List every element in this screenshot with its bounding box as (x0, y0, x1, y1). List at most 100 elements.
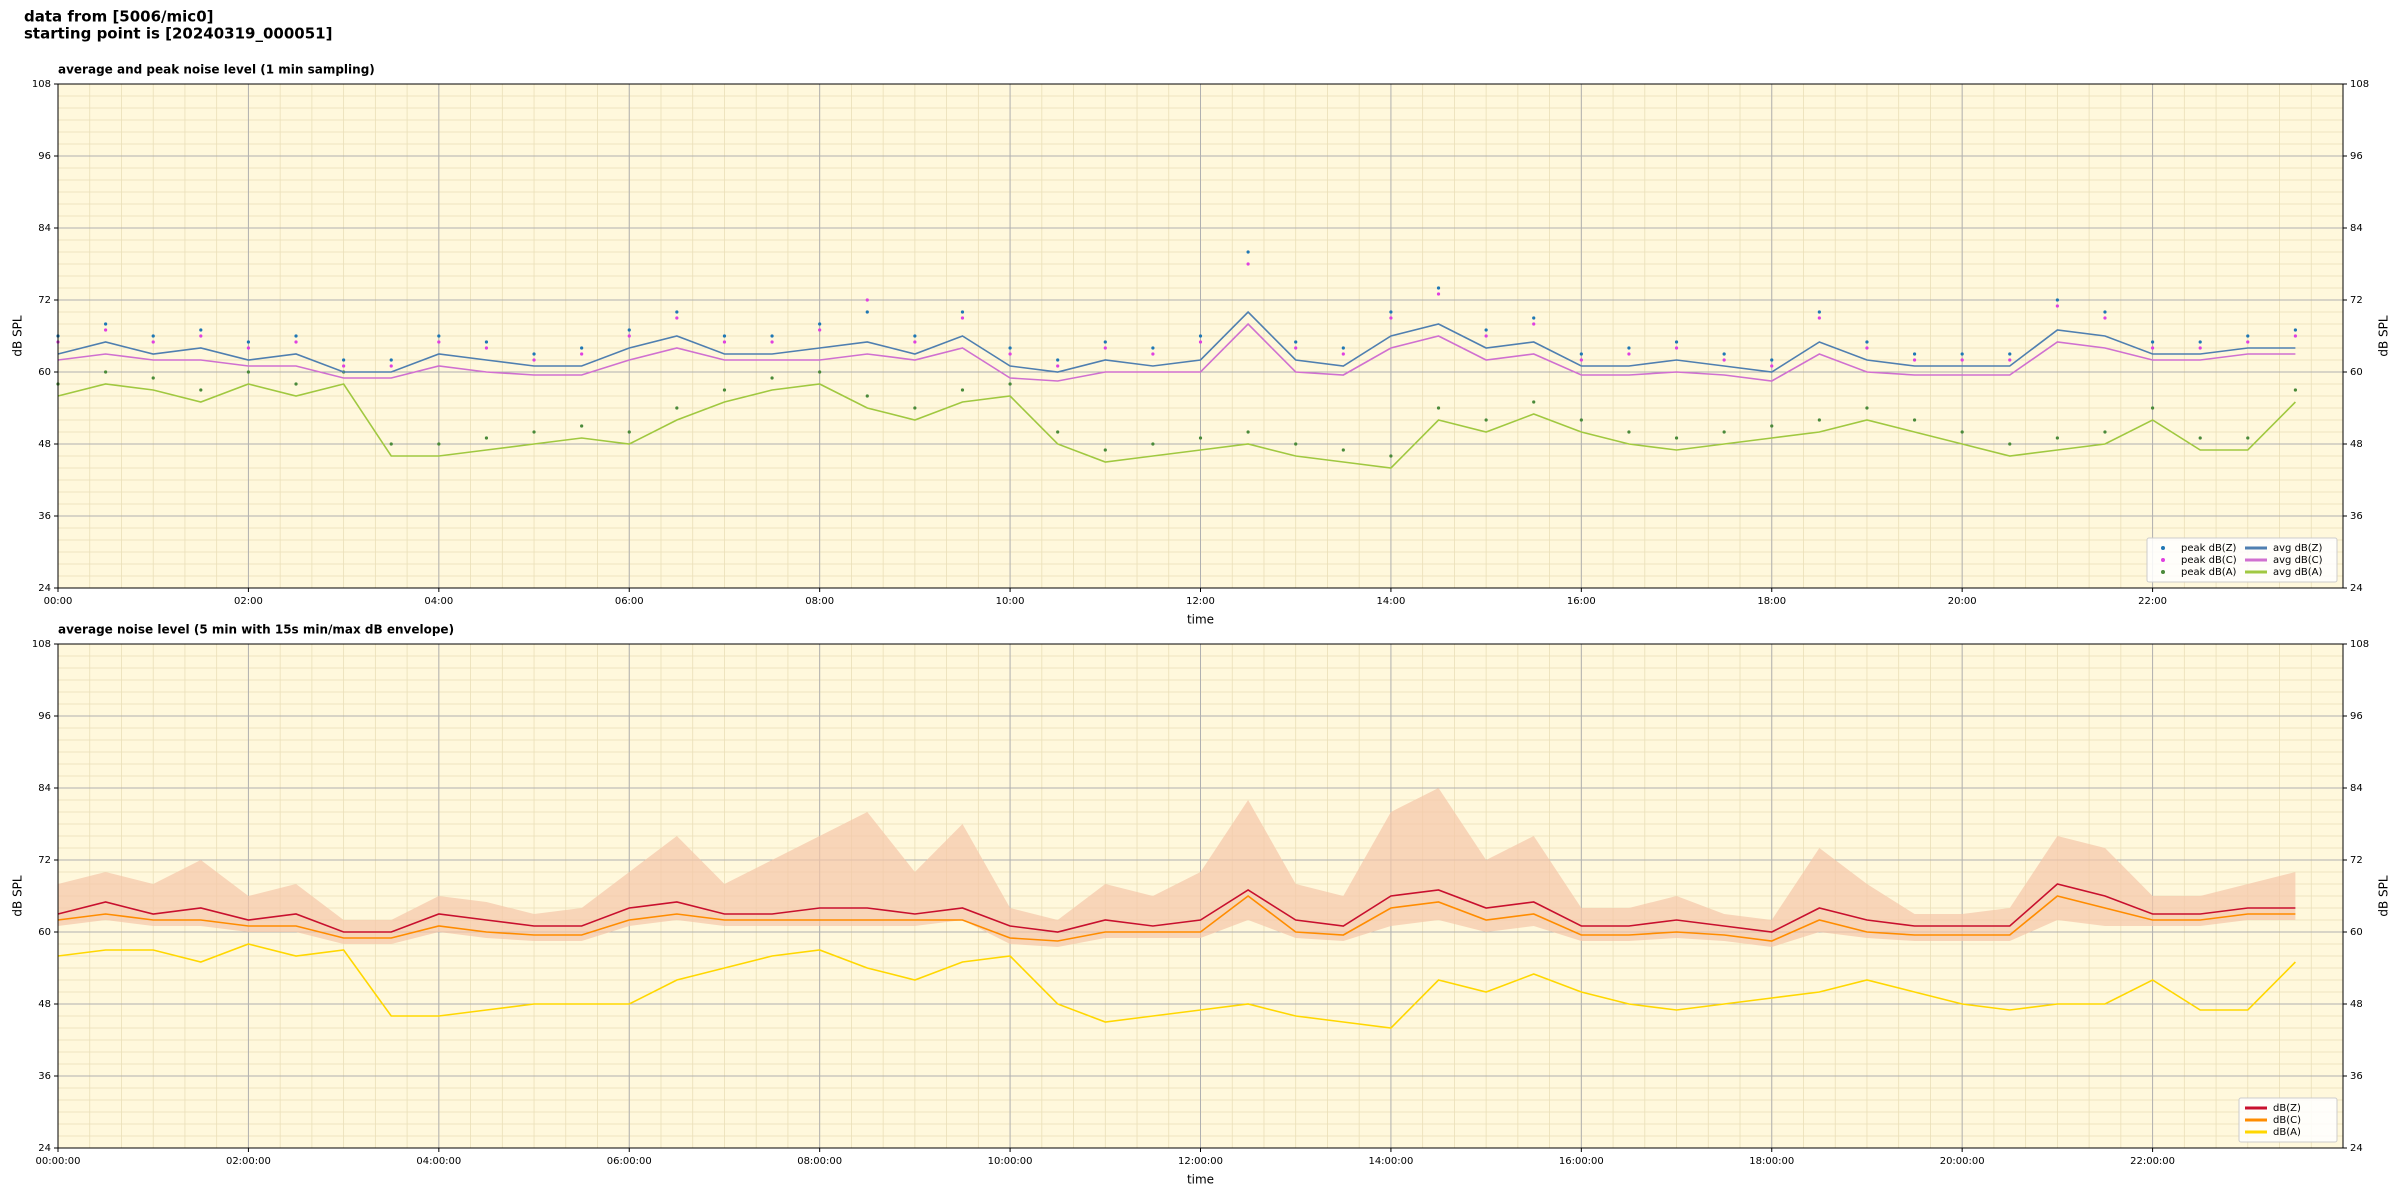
x-tick-label: 14:00 (1377, 596, 1406, 607)
peak-point (151, 334, 155, 338)
x-tick-label: 18:00:00 (1749, 1156, 1794, 1167)
x-tick-label: 10:00:00 (988, 1156, 1033, 1167)
x-tick-label: 00:00 (44, 596, 73, 607)
legend-label: avg dB(Z) (2273, 543, 2323, 554)
y2-tick-label: 72 (2350, 855, 2363, 866)
peak-point (865, 310, 869, 314)
peak-point (1056, 358, 1060, 362)
peak-point (437, 442, 441, 446)
peak-point (627, 334, 631, 338)
peak-point (484, 436, 489, 440)
peak-point (2293, 334, 2297, 338)
peak-point (532, 352, 536, 356)
y-tick-label: 72 (38, 295, 51, 306)
peak-point (2103, 316, 2107, 320)
y-tick-label: 72 (38, 855, 51, 866)
peak-point (1246, 430, 1250, 434)
peak-point (1389, 316, 1393, 320)
peak-point (675, 316, 679, 320)
x-tick-label: 06:00 (615, 596, 644, 607)
peak-point (2198, 436, 2202, 440)
peak-point (2246, 334, 2250, 338)
peak-point (960, 388, 965, 392)
header-line: data from [5006/mic0] (24, 8, 214, 26)
y-tick-label: 60 (38, 367, 51, 378)
y2-tick-label: 72 (2350, 295, 2363, 306)
peak-point (199, 388, 203, 392)
y2-tick-label: 96 (2350, 711, 2363, 722)
y2-tick-label: 108 (2350, 79, 2369, 90)
peak-point (2103, 430, 2107, 434)
legend-label: dB(Z) (2273, 1103, 2301, 1114)
y-tick-label: 36 (38, 1071, 51, 1082)
peak-point (1912, 418, 1917, 422)
peak-point (865, 394, 869, 398)
peak-point (1056, 364, 1060, 368)
peak-point (1436, 406, 1441, 410)
y-axis-label: dB SPL (11, 875, 25, 917)
peak-point (1865, 340, 1869, 344)
peak-point (913, 406, 917, 410)
peak-point (580, 424, 584, 428)
y2-tick-label: 60 (2350, 367, 2363, 378)
y2-axis-label: dB SPL (2377, 875, 2391, 917)
y2-tick-label: 36 (2350, 511, 2363, 522)
y-tick-label: 84 (38, 223, 51, 234)
peak-point (1436, 292, 1441, 296)
y2-tick-label: 36 (2350, 1071, 2363, 1082)
series-line (57, 894, 2296, 942)
x-tick-label: 06:00:00 (607, 1156, 652, 1167)
legend-label: dB(A) (2273, 1127, 2301, 1138)
peak-point (1770, 424, 1774, 428)
peak-point (1865, 346, 1869, 350)
x-tick-label: 20:00:00 (1940, 1156, 1985, 1167)
peak-point (1246, 262, 1250, 266)
legend-marker (2161, 570, 2165, 574)
x-tick-label: 12:00:00 (1178, 1156, 1223, 1167)
legend-marker (2161, 546, 2165, 550)
peak-point (580, 352, 584, 356)
peak-point (2103, 310, 2107, 314)
peak-point (1817, 310, 1821, 314)
peak-point (437, 340, 441, 344)
x-tick-label: 16:00 (1567, 596, 1596, 607)
peak-point (104, 370, 108, 374)
peak-point (342, 364, 346, 368)
peak-point (104, 322, 108, 326)
peak-point (104, 328, 108, 332)
series-line (57, 322, 2296, 382)
legend-label: peak dB(C) (2181, 555, 2237, 566)
peak-point (2293, 388, 2297, 392)
peak-point (1674, 436, 1679, 440)
peak-point (1579, 352, 1583, 356)
peak-point (1294, 442, 1298, 446)
peak-point (1912, 352, 1917, 356)
peak-point (1484, 334, 1488, 338)
peak-point (627, 328, 631, 332)
peak-point (246, 340, 251, 344)
legend-label: avg dB(A) (2273, 567, 2323, 578)
peak-point (1722, 358, 1726, 362)
x-axis-label: time (1187, 1173, 1214, 1187)
y-tick-label: 96 (38, 151, 51, 162)
peak-point (1151, 352, 1155, 356)
peak-point (199, 328, 203, 332)
x-tick-label: 20:00 (1948, 596, 1977, 607)
peak-point (2008, 442, 2012, 446)
y2-tick-label: 48 (2350, 999, 2363, 1010)
peak-point (1817, 316, 1821, 320)
peak-point (1722, 352, 1726, 356)
peak-point (2150, 346, 2155, 350)
peak-point (1532, 322, 1536, 326)
peak-point (1484, 328, 1488, 332)
peak-point (1722, 430, 1726, 434)
legend-label: peak dB(Z) (2181, 543, 2237, 554)
x-tick-label: 08:00 (805, 596, 834, 607)
peak-point (294, 334, 298, 338)
y2-tick-label: 24 (2350, 583, 2363, 594)
peak-point (675, 406, 679, 410)
peak-point (1103, 340, 1107, 344)
peak-point (2246, 340, 2250, 344)
peak-point (484, 346, 489, 350)
x-tick-label: 12:00 (1186, 596, 1215, 607)
